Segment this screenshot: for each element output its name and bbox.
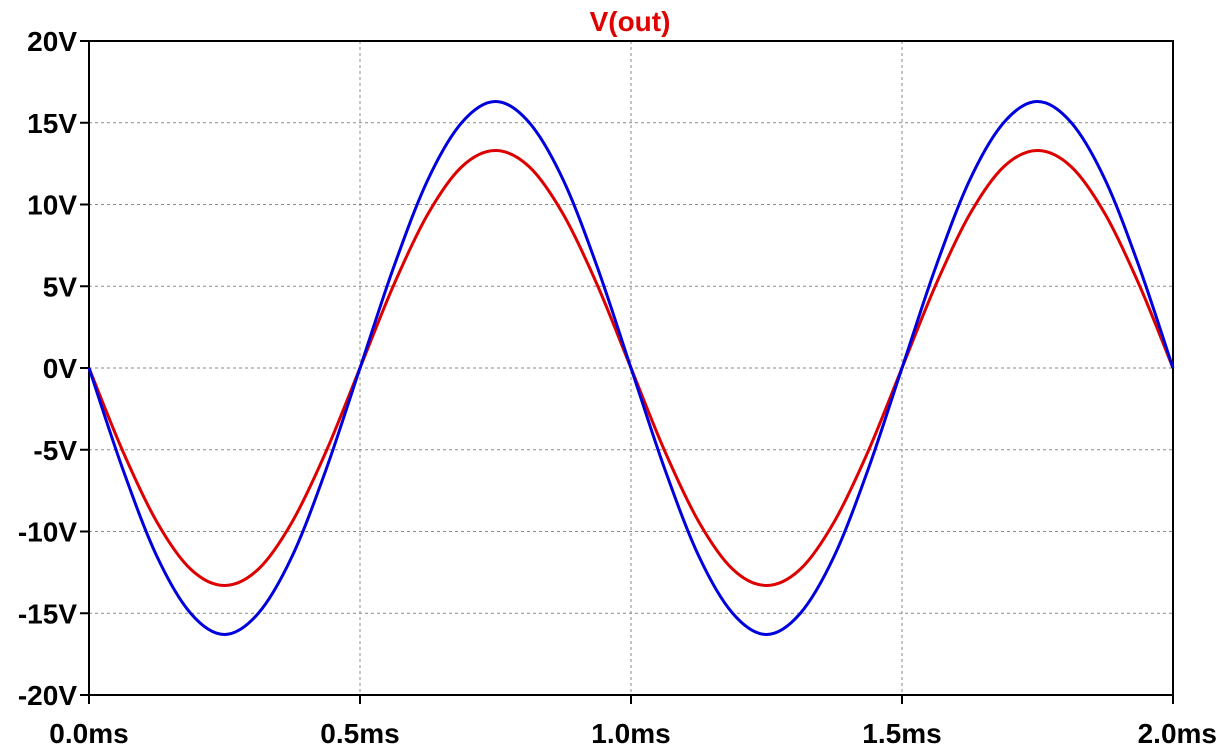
y-axis-tick-labels: 20V 15V 10V 5V 0V -5V -10V -15V -20V — [18, 26, 77, 711]
chart-title: V(out) — [590, 6, 671, 37]
y-tick-label: 15V — [27, 108, 77, 139]
y-tick-label: 5V — [43, 271, 78, 302]
y-tick-label: -5V — [33, 435, 77, 466]
x-tick-label: 1.0ms — [591, 718, 670, 749]
y-tick-label: 20V — [27, 26, 77, 57]
y-tick-label: -15V — [18, 598, 77, 629]
series-2-line — [87, 100, 1175, 636]
x-tick-label: 1.5ms — [862, 718, 941, 749]
x-axis-tick-labels: 0.0ms 0.5ms 1.0ms 1.5ms 2.0ms — [49, 718, 1217, 749]
y-tick-label: -20V — [18, 680, 77, 711]
y-tick-label: -10V — [18, 517, 77, 548]
x-tick-label: 0.0ms — [49, 718, 128, 749]
x-tick-label: 0.5ms — [320, 718, 399, 749]
y-tick-label: 10V — [27, 190, 77, 221]
y-tick-label: 0V — [43, 353, 78, 384]
x-tick-label: 2.0ms — [1138, 718, 1217, 749]
series-lines — [87, 100, 1175, 636]
axis-ticks — [80, 40, 1174, 704]
